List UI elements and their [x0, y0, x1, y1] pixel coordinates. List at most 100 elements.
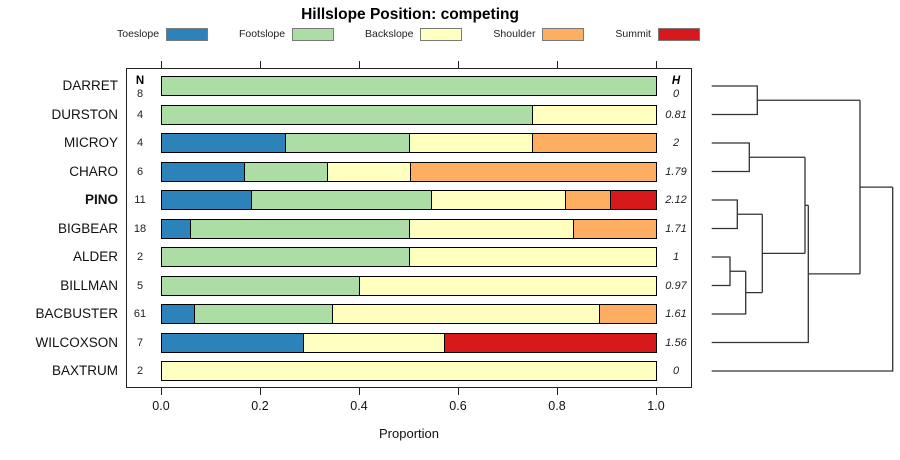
legend: Toeslope Footslope Backslope Shoulder Summit [117, 26, 700, 42]
legend-label: Toeslope [117, 28, 160, 40]
legend-swatch-toeslope [166, 27, 209, 41]
h-value: 1 [672, 251, 680, 263]
bar-segment-backslope [302, 333, 444, 352]
chart-title: Hillslope Position: competing [301, 6, 519, 23]
axis-tick-label: 1.0 [647, 399, 665, 413]
bar-segment-footslope [162, 276, 360, 295]
n-value: 18 [133, 222, 147, 235]
bar-segment-footslope [162, 77, 656, 95]
bar-segment-toeslope [162, 219, 190, 238]
bar-segment-backslope [430, 191, 565, 209]
row-label: WILCOXSON [35, 334, 118, 350]
bar-segment-backslope [408, 248, 656, 266]
bar-segment-summit [610, 191, 657, 209]
axis-tick-bottom [260, 388, 261, 395]
dendrogram-branch [711, 85, 758, 116]
legend-item: Shoulder [493, 27, 585, 41]
h-value: 0 [672, 88, 680, 100]
bar-segment-shoulder [409, 162, 656, 181]
axis-tick-top [458, 61, 459, 68]
bar-segment-backslope [326, 162, 410, 181]
stacked-bar [161, 361, 657, 381]
cluster-dendrogram [711, 85, 894, 372]
h-value: 1.71 [665, 222, 687, 235]
axis-tick-bottom [557, 388, 558, 395]
bar-segment-backslope [162, 362, 656, 380]
n-value: 4 [136, 108, 144, 121]
h-value: 2 [672, 137, 680, 149]
n-value: 5 [136, 279, 144, 292]
axis-tick-label: 0.8 [548, 399, 566, 413]
stacked-bar [161, 133, 657, 153]
dendrogram-branch [711, 142, 750, 173]
bar-segment-backslope [359, 276, 656, 295]
axis-tick-top [557, 61, 558, 68]
axis-tick-label: 0.4 [350, 399, 368, 413]
row-label: MICROY [64, 135, 118, 150]
h-value: 1.56 [665, 336, 687, 349]
h-column-header: H [671, 75, 681, 87]
bar-segment-shoulder [599, 305, 656, 323]
n-value: 6 [136, 165, 144, 178]
row-label: BAXTRUM [51, 363, 118, 378]
legend-label: Footslope [238, 28, 286, 40]
row-label: BILLMAN [60, 277, 118, 293]
legend-swatch-shoulder [542, 27, 585, 41]
bar-segment-shoulder [564, 191, 611, 209]
h-value: 0.81 [665, 108, 687, 121]
bar-segment-backslope [531, 105, 656, 124]
axis-tick-label: 0.6 [449, 399, 467, 413]
stacked-bar [161, 275, 657, 296]
stacked-bar [161, 218, 657, 239]
bar-segment-footslope [194, 305, 333, 323]
row-label: DURSTON [51, 106, 118, 122]
legend-label: Backslope [365, 28, 414, 40]
n-value: 2 [136, 365, 144, 377]
legend-label: Shoulder [493, 28, 536, 40]
axis-tick-label: 0.2 [251, 399, 269, 413]
stacked-bar [161, 247, 657, 267]
bar-segment-backslope [332, 305, 600, 323]
bar-segment-backslope [408, 134, 533, 152]
h-value: 1.79 [665, 165, 687, 178]
stacked-bar [161, 190, 657, 210]
dendrogram-branch [711, 271, 747, 315]
bar-segment-backslope [408, 219, 573, 238]
stacked-bar [161, 76, 657, 96]
plot-frame [126, 68, 692, 388]
row-label: DARRET [62, 78, 118, 93]
row-label: ALDER [72, 249, 118, 264]
axis-tick-bottom [359, 388, 360, 395]
bar-segment-toeslope [162, 162, 244, 181]
n-value: 2 [136, 251, 144, 263]
bar-segment-footslope [162, 105, 532, 124]
axis-tick-label: 0.0 [152, 399, 170, 413]
stacked-bar [161, 304, 657, 324]
legend-item: Footslope [238, 27, 335, 41]
legend-item: Toeslope [117, 27, 209, 41]
bar-segment-footslope [162, 248, 409, 266]
bar-segment-shoulder [573, 219, 656, 238]
legend-label: Summit [615, 28, 651, 40]
axis-tick-bottom [458, 388, 459, 395]
legend-swatch-footslope [292, 27, 335, 41]
stacked-bar [161, 161, 657, 182]
bar-segment-footslope [251, 191, 431, 209]
dendrogram-branch [711, 187, 894, 372]
n-column-header: N [135, 75, 145, 87]
n-value: 8 [136, 88, 144, 100]
axis-tick-bottom [161, 388, 162, 395]
dendrogram-branch [711, 256, 731, 287]
dendrogram-branch [711, 199, 738, 230]
bar-segment-toeslope [162, 134, 285, 152]
n-value: 4 [136, 137, 144, 149]
bar-segment-shoulder [532, 134, 656, 152]
row-label: CHARO [69, 163, 118, 179]
n-value: 7 [136, 336, 144, 349]
dendrogram-branch [711, 205, 809, 344]
legend-swatch-backslope [420, 27, 463, 41]
n-value: 11 [134, 194, 146, 206]
axis-tick-top [161, 61, 162, 68]
bar-segment-toeslope [162, 333, 303, 352]
